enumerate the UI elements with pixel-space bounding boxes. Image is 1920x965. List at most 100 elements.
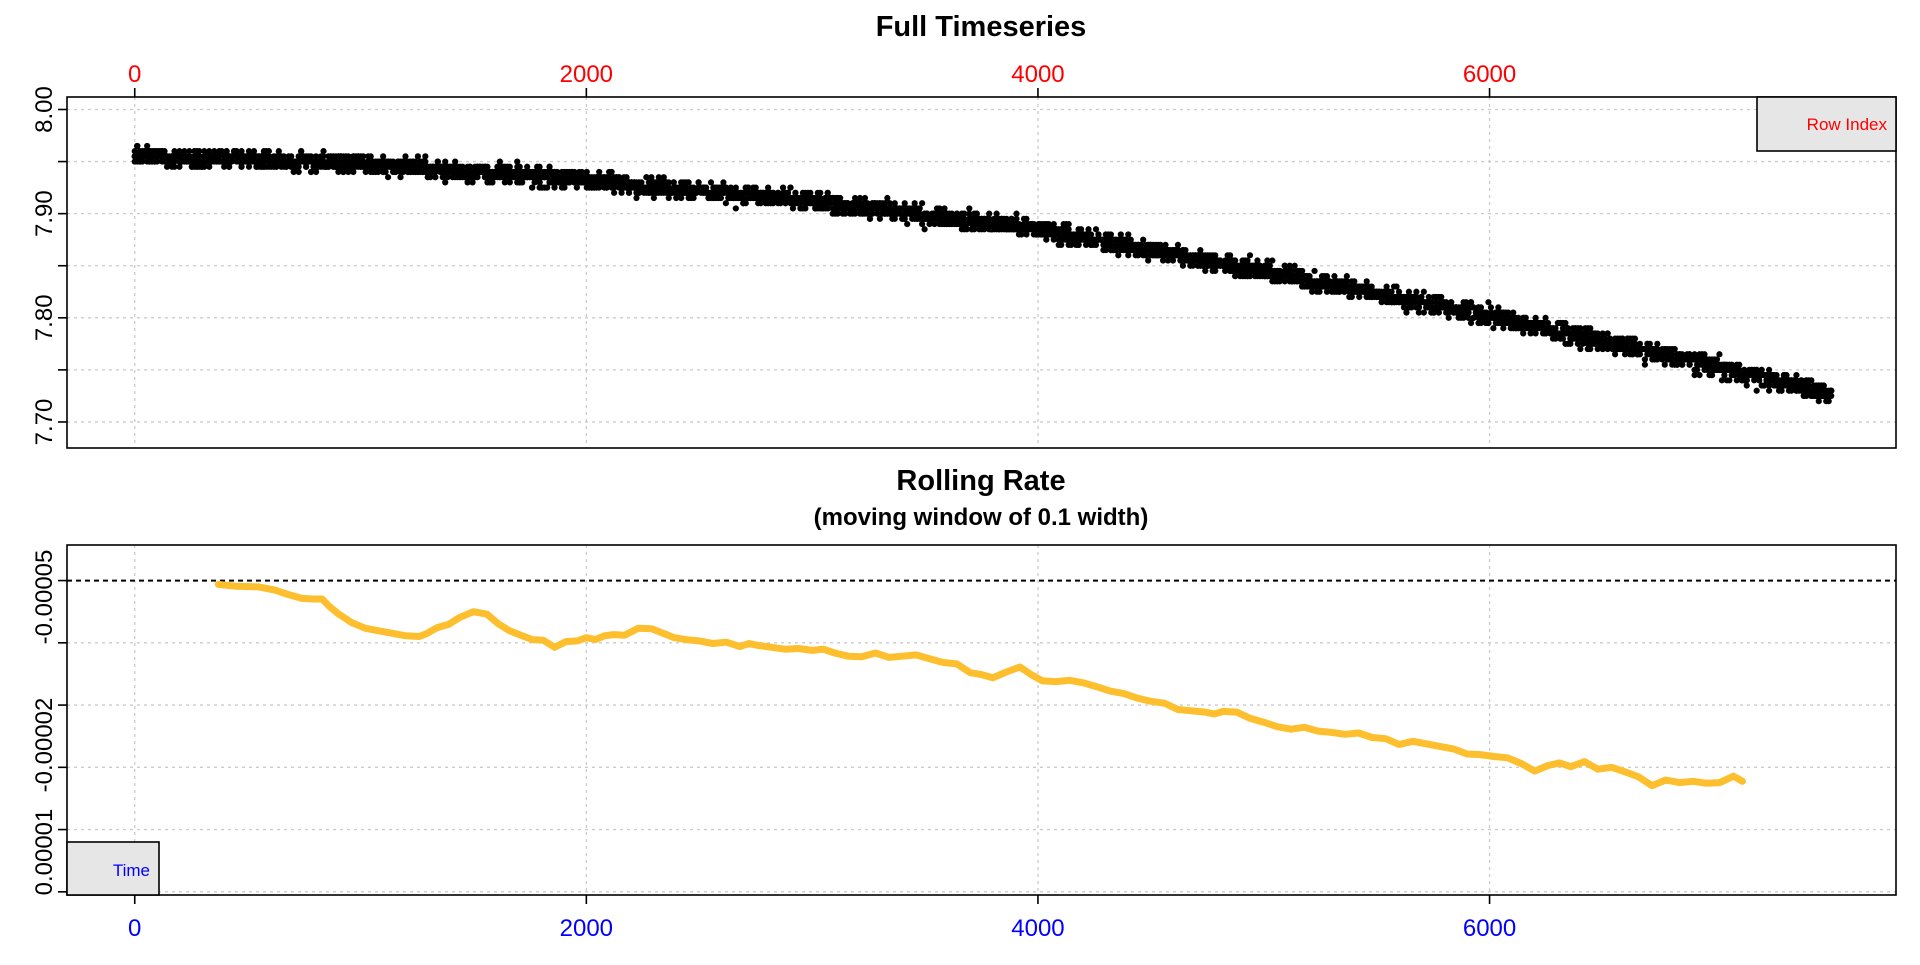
scatter-point (1341, 288, 1348, 295)
scatter-point (524, 163, 531, 170)
scatter-point (1256, 262, 1264, 269)
scatter-point (1522, 314, 1529, 321)
scatter-point (534, 174, 541, 181)
scatter-point (690, 194, 697, 202)
scatter-point (360, 158, 367, 165)
scatter-point (153, 158, 161, 165)
top-y-tick-label: 7.80 (31, 294, 58, 341)
scatter-point (1594, 330, 1601, 337)
scatter-point (1112, 247, 1119, 254)
scatter-point (1311, 267, 1318, 275)
scatter-point (673, 194, 680, 202)
scatter-point (196, 148, 203, 155)
scatter-point (171, 163, 178, 170)
scatter-point (1803, 392, 1810, 400)
scatter-point (399, 168, 407, 176)
scatter-point (1793, 377, 1800, 384)
scatter-point (186, 153, 193, 160)
scatter-point (769, 189, 777, 196)
scatter-point (1445, 314, 1452, 321)
scatter-point (1428, 299, 1435, 306)
scatter-point (981, 226, 988, 233)
scatter-point (1403, 309, 1410, 316)
scatter-point (506, 179, 513, 186)
scatter-point (1445, 309, 1452, 316)
scatter-point (161, 148, 168, 155)
scatter-point (1395, 288, 1403, 295)
scatter-point (1438, 293, 1445, 301)
scatter-point (1661, 361, 1668, 368)
scatter-point (1477, 319, 1485, 327)
scatter-point (1691, 371, 1698, 379)
scatter-point (365, 158, 372, 165)
scatter-point (298, 148, 305, 155)
scatter-point (685, 179, 692, 186)
scatter-point (223, 158, 230, 165)
scatter-point (1068, 241, 1075, 248)
scatter-point (489, 179, 496, 186)
scatter-point (466, 163, 474, 170)
scatter-point (802, 205, 809, 212)
scatter-point (1231, 273, 1239, 280)
scatter-point (1756, 377, 1763, 384)
scatter-point (1299, 278, 1306, 285)
scatter-point (1765, 387, 1773, 394)
scatter-point (506, 163, 513, 170)
scatter-point (1189, 262, 1196, 269)
scatter-point (402, 153, 409, 160)
scatter-point (275, 148, 282, 155)
scatter-point (1077, 226, 1085, 233)
scatter-point (904, 220, 911, 228)
scatter-point (1467, 319, 1475, 327)
top-legend-box (1756, 96, 1897, 152)
scatter-point (1485, 319, 1492, 327)
scatter-point (1065, 220, 1072, 228)
scatter-point (1527, 330, 1534, 337)
scatter-point (553, 168, 561, 176)
bottom-gridlines (67, 545, 1896, 895)
scatter-point (1686, 351, 1693, 358)
scatter-point (1266, 262, 1273, 269)
scatter-point (345, 168, 352, 176)
scatter-point (1030, 220, 1037, 228)
scatter-point (1430, 309, 1437, 316)
scatter-point (1418, 293, 1425, 301)
scatter-point (1470, 304, 1477, 311)
scatter-point (1162, 241, 1169, 248)
scatter-point (633, 194, 640, 202)
scatter-point (469, 179, 476, 186)
scatter-point (176, 148, 183, 155)
scatter-point (427, 174, 434, 181)
scatter-point (1721, 371, 1728, 379)
scatter-point (1542, 314, 1549, 321)
scatter-point (496, 158, 503, 165)
scatter-point (1259, 267, 1266, 275)
scatter-point (1008, 215, 1015, 222)
scatter-point (571, 179, 578, 186)
scatter-point (417, 163, 424, 170)
scatter-point (1236, 267, 1244, 275)
scatter-point (824, 205, 831, 212)
scatter-point (439, 174, 446, 181)
scatter-point (335, 158, 342, 165)
scatter-point (936, 205, 943, 212)
scatter-point (901, 215, 908, 222)
scatter-point (514, 174, 521, 181)
scatter-point (1443, 299, 1450, 306)
scatter-point (414, 153, 421, 160)
scatter-point (789, 194, 797, 202)
scatter-point (837, 194, 844, 202)
scatter-point (1490, 325, 1497, 332)
scatter-point (615, 174, 623, 181)
scatter-point (310, 163, 317, 170)
scatter-point (1323, 273, 1331, 280)
scatter-point (397, 174, 404, 181)
scatter-point (1765, 382, 1773, 389)
scatter-point (827, 200, 834, 207)
scatter-point (1102, 247, 1110, 254)
scatter-point (432, 174, 439, 181)
scatter-point (1686, 361, 1693, 368)
scatter-point (536, 163, 543, 170)
scatter-point (1788, 387, 1795, 394)
scatter-point (1763, 371, 1770, 379)
